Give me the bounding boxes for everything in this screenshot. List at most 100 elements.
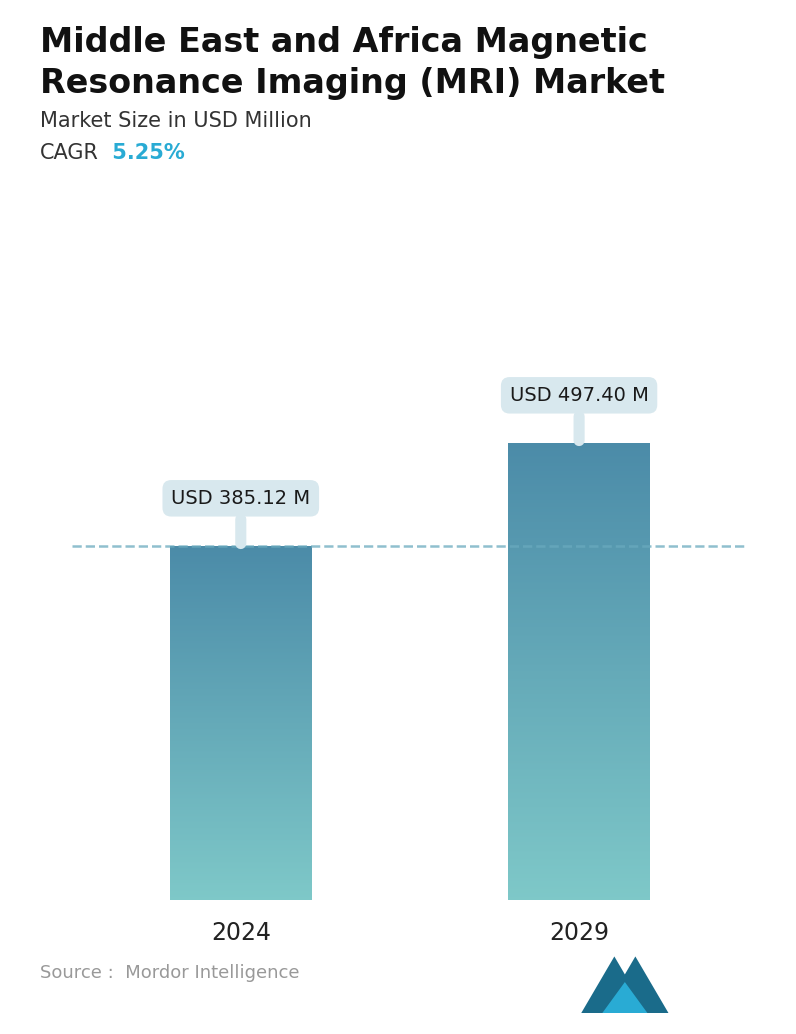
Bar xyxy=(170,724,312,725)
Bar xyxy=(508,771,650,773)
Bar xyxy=(170,642,312,643)
Bar xyxy=(508,706,650,708)
Bar xyxy=(170,800,312,801)
Bar xyxy=(508,829,650,831)
Bar xyxy=(170,838,312,839)
Bar xyxy=(508,644,650,645)
Bar xyxy=(508,647,650,648)
Bar xyxy=(508,819,650,821)
Bar xyxy=(170,678,312,679)
Bar xyxy=(508,781,650,783)
Bar xyxy=(170,766,312,767)
Bar xyxy=(170,798,312,799)
Bar xyxy=(170,894,312,896)
Text: Middle East and Africa Magnetic: Middle East and Africa Magnetic xyxy=(40,26,648,59)
Bar xyxy=(170,622,312,625)
Bar xyxy=(170,570,312,571)
Bar xyxy=(170,855,312,856)
Bar xyxy=(170,614,312,616)
Bar xyxy=(508,587,650,589)
Bar xyxy=(508,732,650,734)
Bar xyxy=(170,748,312,749)
Bar xyxy=(508,834,650,835)
Bar xyxy=(170,625,312,626)
Bar xyxy=(170,780,312,781)
Bar xyxy=(170,670,312,671)
Bar xyxy=(170,809,312,810)
Bar xyxy=(508,498,650,499)
Bar xyxy=(508,661,650,663)
Bar xyxy=(508,743,650,744)
Bar xyxy=(508,560,650,561)
Bar xyxy=(508,718,650,719)
Bar xyxy=(170,709,312,710)
Bar xyxy=(170,701,312,702)
Bar xyxy=(170,672,312,673)
Bar xyxy=(170,776,312,778)
Bar xyxy=(170,681,312,682)
Bar xyxy=(508,777,650,778)
Bar xyxy=(170,857,312,858)
Bar xyxy=(508,631,650,632)
Bar xyxy=(170,841,312,842)
Bar xyxy=(508,731,650,732)
Bar xyxy=(170,579,312,580)
Bar xyxy=(508,461,650,463)
Bar xyxy=(508,826,650,828)
Bar xyxy=(170,604,312,605)
Bar xyxy=(170,743,312,744)
Bar xyxy=(170,682,312,685)
Bar xyxy=(508,699,650,700)
Bar xyxy=(508,565,650,567)
Bar xyxy=(170,759,312,761)
Bar xyxy=(508,582,650,583)
Bar xyxy=(170,583,312,584)
Bar xyxy=(508,682,650,683)
Bar xyxy=(508,691,650,693)
Bar xyxy=(508,594,650,596)
Bar xyxy=(508,851,650,852)
Bar xyxy=(508,541,650,542)
Bar xyxy=(170,814,312,815)
Bar xyxy=(508,608,650,609)
Bar xyxy=(170,846,312,847)
Bar xyxy=(508,589,650,590)
Bar xyxy=(170,576,312,577)
Bar xyxy=(508,725,650,726)
Bar xyxy=(508,848,650,849)
Bar xyxy=(508,513,650,515)
Bar xyxy=(170,788,312,789)
Bar xyxy=(170,816,312,817)
Bar xyxy=(170,773,312,774)
Bar xyxy=(170,638,312,639)
Bar xyxy=(170,671,312,672)
Bar xyxy=(170,834,312,837)
Bar xyxy=(508,635,650,637)
Bar xyxy=(170,893,312,894)
Bar xyxy=(170,668,312,669)
Bar xyxy=(508,538,650,539)
Bar xyxy=(508,612,650,613)
Bar xyxy=(508,483,650,484)
Bar xyxy=(170,669,312,670)
Bar xyxy=(170,839,312,840)
Bar xyxy=(170,595,312,596)
Bar xyxy=(508,609,650,611)
Bar xyxy=(170,880,312,881)
Bar xyxy=(508,489,650,490)
Bar xyxy=(508,544,650,545)
Bar xyxy=(170,689,312,690)
Bar xyxy=(508,860,650,861)
Bar xyxy=(508,896,650,899)
Bar xyxy=(508,474,650,476)
Bar xyxy=(508,655,650,657)
Bar xyxy=(170,631,312,632)
Bar xyxy=(170,824,312,825)
Bar xyxy=(508,852,650,854)
Bar xyxy=(508,709,650,711)
Bar xyxy=(170,889,312,890)
Bar xyxy=(508,689,650,690)
Bar xyxy=(170,796,312,797)
Bar xyxy=(170,716,312,717)
Bar xyxy=(170,891,312,892)
